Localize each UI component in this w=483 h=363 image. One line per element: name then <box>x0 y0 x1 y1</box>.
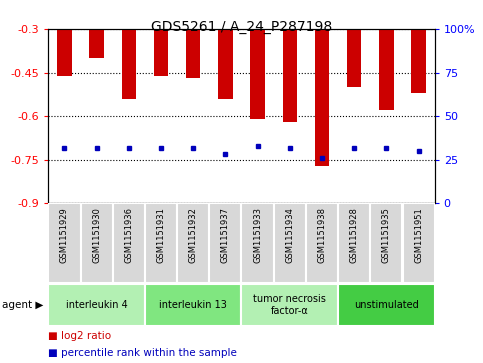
Text: tumor necrosis
factor-α: tumor necrosis factor-α <box>254 294 326 316</box>
Bar <box>347 29 361 87</box>
Bar <box>402 203 435 283</box>
Text: GSM1151932: GSM1151932 <box>189 207 198 263</box>
Text: GSM1151937: GSM1151937 <box>221 207 230 263</box>
Text: GSM1151928: GSM1151928 <box>350 207 359 263</box>
Bar <box>283 29 297 122</box>
Bar <box>154 29 168 76</box>
Bar <box>209 203 242 283</box>
Bar <box>113 203 145 283</box>
Bar <box>242 203 274 283</box>
Bar <box>48 284 145 326</box>
Text: GSM1151951: GSM1151951 <box>414 207 423 263</box>
Bar <box>218 29 233 99</box>
Text: agent ▶: agent ▶ <box>2 300 44 310</box>
Text: interleukin 13: interleukin 13 <box>159 300 227 310</box>
Bar <box>338 284 435 326</box>
Bar <box>379 29 394 110</box>
Text: GDS5261 / A_24_P287198: GDS5261 / A_24_P287198 <box>151 20 332 34</box>
Bar <box>274 203 306 283</box>
Text: GSM1151931: GSM1151931 <box>156 207 166 263</box>
Text: ■ log2 ratio: ■ log2 ratio <box>48 331 112 342</box>
Bar <box>412 29 426 93</box>
Bar <box>122 29 136 99</box>
Text: GSM1151938: GSM1151938 <box>317 207 327 263</box>
Bar <box>242 284 338 326</box>
Bar <box>57 29 71 76</box>
Text: GSM1151933: GSM1151933 <box>253 207 262 263</box>
Bar <box>89 29 104 58</box>
Bar <box>338 203 370 283</box>
Bar <box>145 284 242 326</box>
Text: GSM1151930: GSM1151930 <box>92 207 101 263</box>
Bar <box>177 203 209 283</box>
Text: unstimulated: unstimulated <box>354 300 419 310</box>
Text: GSM1151929: GSM1151929 <box>60 207 69 263</box>
Text: ■ percentile rank within the sample: ■ percentile rank within the sample <box>48 348 237 358</box>
Text: GSM1151936: GSM1151936 <box>124 207 133 263</box>
Bar <box>186 29 200 78</box>
Bar <box>306 203 338 283</box>
Bar <box>370 203 402 283</box>
Text: GSM1151935: GSM1151935 <box>382 207 391 263</box>
Bar <box>81 203 113 283</box>
Bar <box>48 203 81 283</box>
Text: GSM1151934: GSM1151934 <box>285 207 294 263</box>
Bar <box>250 29 265 119</box>
Bar <box>145 203 177 283</box>
Bar <box>315 29 329 166</box>
Text: interleukin 4: interleukin 4 <box>66 300 128 310</box>
